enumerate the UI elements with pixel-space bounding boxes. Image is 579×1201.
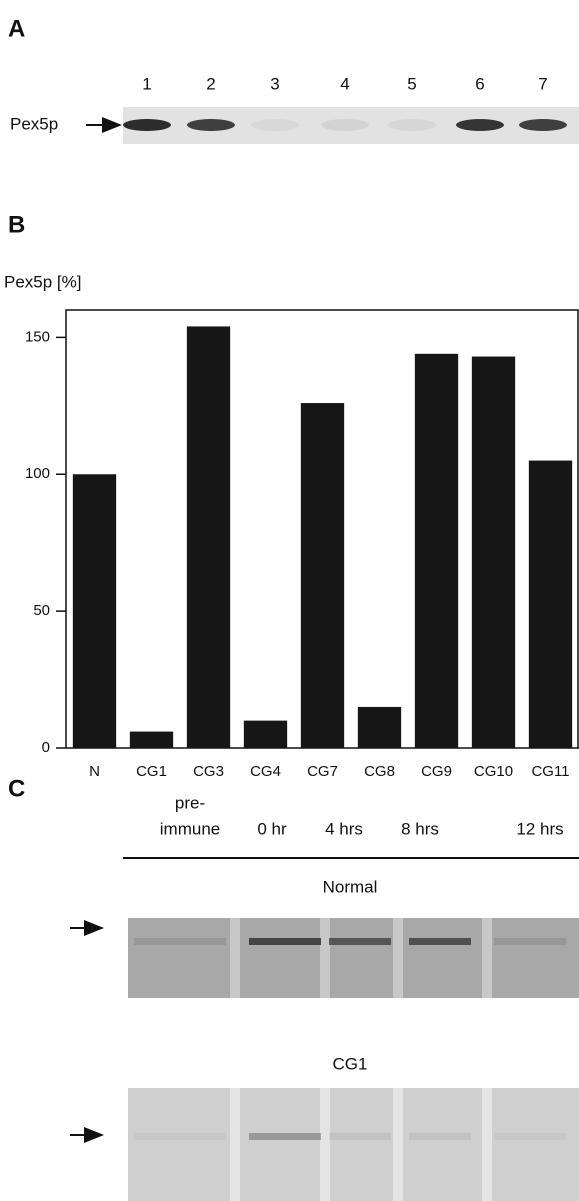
y-tick-label: 100 (25, 465, 50, 482)
band (409, 1133, 471, 1140)
protein-label: Pex5p (10, 114, 58, 133)
gel-title: CG1 (333, 1054, 368, 1073)
lane-number: 5 (407, 74, 416, 93)
x-tick-label: CG3 (193, 763, 224, 780)
figure: A Pex5p B Pex5p [%] C 1 2 3 4 5 6 7 0 50 100 150 N C… (0, 0, 579, 1201)
bar (472, 357, 515, 748)
lane-number: 6 (475, 74, 484, 93)
column-header: 8 hrs (401, 819, 439, 838)
lane-number: 4 (340, 74, 349, 93)
band (494, 1133, 566, 1140)
x-tick-label: CG9 (421, 763, 452, 780)
x-tick-label: CG10 (474, 763, 513, 780)
band (409, 938, 471, 945)
band (249, 1133, 321, 1140)
gel (128, 918, 579, 998)
lane-gap (482, 1088, 492, 1201)
lane-gap (230, 918, 240, 998)
gel-title: Normal (323, 877, 378, 896)
x-tick-label: CG4 (250, 763, 281, 780)
column-header: 4 hrs (325, 819, 363, 838)
lane-gap (230, 1088, 240, 1201)
band (388, 119, 436, 131)
x-tick-label: CG11 (531, 763, 569, 780)
band (519, 119, 567, 131)
page: A Pex5p B Pex5p [%] C 1 2 3 4 5 6 7 0 50 100 150 N C… (0, 0, 579, 1201)
band (249, 938, 321, 945)
band (321, 119, 369, 131)
bar (415, 354, 458, 748)
column-header: 12 hrs (516, 819, 563, 838)
band (134, 938, 226, 945)
x-tick-label: CG7 (307, 763, 338, 780)
x-tick-label: CG1 (136, 763, 167, 780)
panel-label: C (8, 775, 25, 802)
panel-label: B (8, 211, 25, 238)
lane-number: 7 (538, 74, 547, 93)
bar (358, 707, 401, 748)
bar (529, 461, 572, 748)
x-tick-label: CG8 (364, 763, 395, 780)
band (251, 119, 299, 131)
bar (301, 403, 344, 748)
lane-gap (320, 1088, 330, 1201)
band (494, 938, 566, 945)
band (187, 119, 235, 131)
y-tick-label: 150 (25, 328, 50, 345)
band (329, 1133, 391, 1140)
bar (187, 326, 230, 748)
bar (130, 732, 173, 748)
lane-number: 3 (270, 74, 279, 93)
column-header: pre- (175, 793, 205, 812)
band (456, 119, 504, 131)
lane-gap (393, 1088, 403, 1201)
panel-label: A (8, 15, 25, 42)
lane-number: 1 (142, 74, 151, 93)
band (329, 938, 391, 945)
y-tick-label: 50 (33, 602, 50, 619)
y-axis-label: Pex5p [%] (4, 272, 82, 291)
band (134, 1133, 226, 1140)
lane-gap (393, 918, 403, 998)
column-header: 0 hr (257, 819, 287, 838)
lane-gap (482, 918, 492, 998)
band (123, 119, 171, 131)
bar (244, 721, 287, 748)
bar (73, 474, 116, 748)
gel (128, 1088, 579, 1201)
column-header: immune (160, 819, 220, 838)
lane-number: 2 (206, 74, 215, 93)
y-tick-label: 0 (42, 739, 50, 756)
x-tick-label: N (89, 763, 100, 780)
lane-gap (320, 918, 330, 998)
